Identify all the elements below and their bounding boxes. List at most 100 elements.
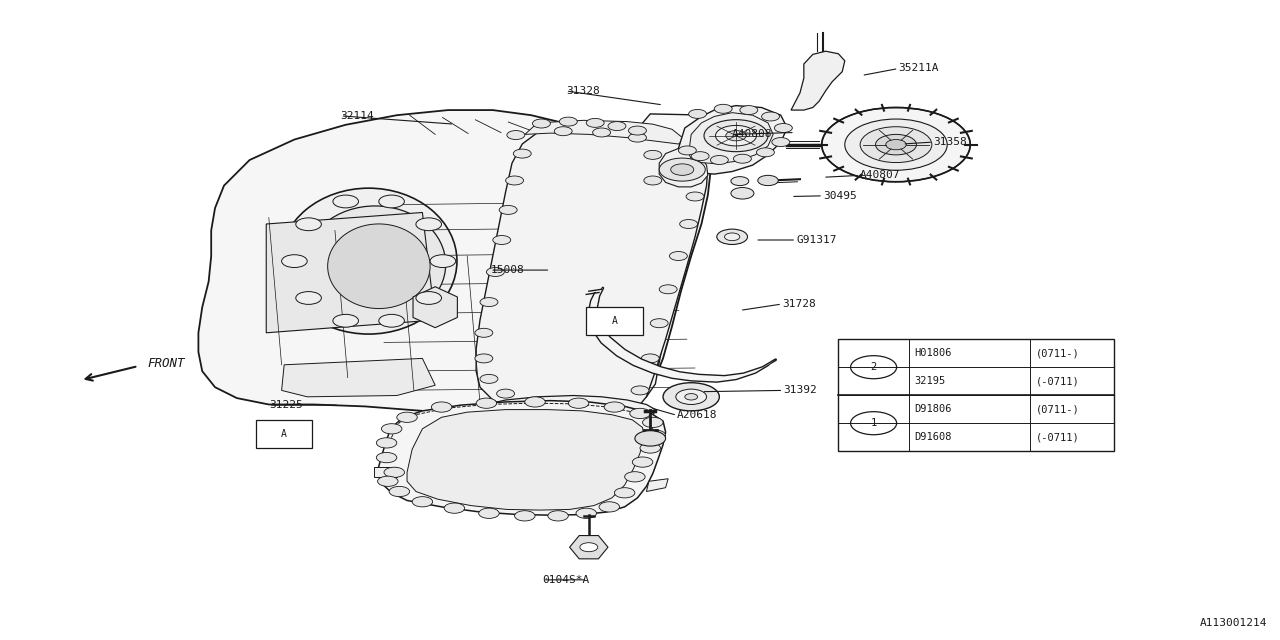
Circle shape — [525, 397, 545, 407]
Circle shape — [716, 125, 756, 146]
Circle shape — [659, 285, 677, 294]
Circle shape — [628, 126, 646, 135]
Circle shape — [614, 488, 635, 498]
Text: A: A — [282, 429, 287, 439]
Text: 31392: 31392 — [783, 385, 817, 396]
Circle shape — [635, 431, 666, 446]
Circle shape — [376, 452, 397, 463]
Circle shape — [376, 438, 397, 448]
Circle shape — [507, 131, 525, 140]
Circle shape — [641, 354, 659, 363]
Circle shape — [860, 127, 932, 163]
Circle shape — [845, 119, 947, 170]
Text: (0711-): (0711-) — [1036, 348, 1079, 358]
Circle shape — [475, 354, 493, 363]
Circle shape — [717, 229, 748, 244]
Polygon shape — [676, 106, 787, 174]
Circle shape — [480, 298, 498, 307]
Circle shape — [685, 394, 698, 400]
Circle shape — [689, 109, 707, 118]
Polygon shape — [413, 287, 457, 328]
Circle shape — [431, 402, 452, 412]
Circle shape — [632, 457, 653, 467]
Text: 0104S*A: 0104S*A — [543, 575, 590, 585]
Circle shape — [384, 467, 404, 477]
Circle shape — [671, 164, 694, 175]
Text: 1: 1 — [870, 418, 877, 428]
Ellipse shape — [328, 224, 430, 308]
Circle shape — [686, 192, 704, 201]
Circle shape — [726, 131, 746, 141]
Circle shape — [520, 402, 538, 411]
Circle shape — [282, 255, 307, 268]
FancyBboxPatch shape — [586, 307, 643, 335]
Text: 15008: 15008 — [490, 265, 524, 275]
FancyBboxPatch shape — [838, 339, 1114, 451]
Circle shape — [544, 412, 562, 420]
Text: D91806: D91806 — [914, 404, 951, 414]
Circle shape — [689, 170, 707, 179]
Polygon shape — [599, 114, 717, 398]
FancyBboxPatch shape — [256, 420, 312, 448]
Polygon shape — [476, 128, 708, 421]
Circle shape — [379, 314, 404, 327]
Circle shape — [379, 195, 404, 208]
Circle shape — [822, 108, 970, 182]
Circle shape — [604, 402, 625, 412]
Circle shape — [625, 472, 645, 482]
Circle shape — [554, 127, 572, 136]
Circle shape — [740, 106, 758, 115]
Text: 2: 2 — [870, 362, 877, 372]
Text: 32195: 32195 — [914, 376, 945, 386]
Circle shape — [497, 389, 515, 398]
Circle shape — [333, 314, 358, 327]
Text: 32114: 32114 — [340, 111, 374, 121]
Circle shape — [630, 408, 650, 419]
Polygon shape — [374, 467, 397, 477]
Polygon shape — [407, 410, 644, 510]
Circle shape — [515, 511, 535, 521]
Text: A: A — [612, 316, 617, 326]
Circle shape — [493, 236, 511, 244]
Circle shape — [608, 122, 626, 131]
Text: (0711-): (0711-) — [1036, 404, 1079, 414]
Text: 31358: 31358 — [933, 137, 966, 147]
Circle shape — [650, 319, 668, 328]
Circle shape — [430, 255, 456, 268]
Circle shape — [475, 328, 493, 337]
Circle shape — [506, 176, 524, 185]
Circle shape — [731, 188, 754, 199]
Text: 31225: 31225 — [269, 400, 302, 410]
Circle shape — [644, 176, 662, 185]
Circle shape — [758, 175, 778, 186]
Text: 30495: 30495 — [823, 191, 856, 201]
Circle shape — [559, 117, 577, 126]
Circle shape — [513, 149, 531, 158]
Polygon shape — [266, 212, 435, 333]
Circle shape — [663, 383, 719, 411]
Circle shape — [397, 412, 417, 422]
Circle shape — [886, 140, 906, 150]
Circle shape — [333, 195, 358, 208]
Circle shape — [640, 443, 660, 453]
Circle shape — [682, 149, 700, 158]
Polygon shape — [378, 401, 666, 515]
Circle shape — [476, 398, 497, 408]
Circle shape — [631, 386, 649, 395]
Circle shape — [548, 511, 568, 521]
Circle shape — [676, 389, 707, 404]
Circle shape — [643, 417, 663, 428]
Circle shape — [486, 268, 504, 276]
Circle shape — [389, 486, 410, 497]
Circle shape — [644, 150, 662, 159]
Polygon shape — [198, 110, 710, 422]
Circle shape — [479, 508, 499, 518]
Circle shape — [296, 292, 321, 305]
Polygon shape — [570, 536, 608, 559]
Circle shape — [714, 104, 732, 113]
Circle shape — [599, 502, 620, 512]
Ellipse shape — [280, 188, 457, 334]
Circle shape — [645, 430, 666, 440]
Circle shape — [731, 177, 749, 186]
Polygon shape — [589, 288, 776, 381]
